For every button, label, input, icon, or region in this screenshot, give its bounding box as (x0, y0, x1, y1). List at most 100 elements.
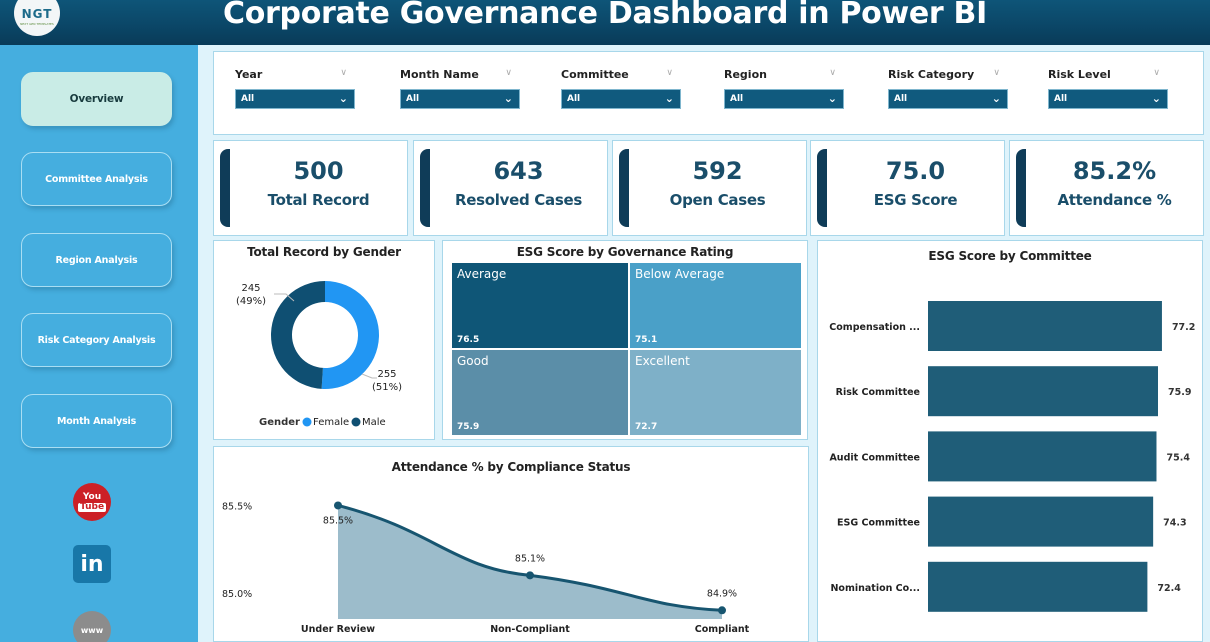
nav-region-analysis-button[interactable]: Region Analysis (21, 233, 172, 287)
kpi-value: 85.2% (1072, 157, 1157, 185)
treemap-cell-average[interactable]: Average 76.5 (452, 263, 628, 348)
kpi-value: 643 (493, 157, 544, 185)
nav-month-analysis-button[interactable]: Month Analysis (21, 394, 172, 448)
kpi-card-total-record: 500 Total Record (213, 140, 408, 236)
region-dropdown[interactable]: All ⌄ (724, 89, 844, 109)
logo-text: NGT (21, 6, 53, 21)
data-point[interactable] (526, 571, 534, 580)
treemap-cell-good[interactable]: Good 75.9 (452, 350, 628, 435)
x-axis-label: Compliant (695, 624, 750, 635)
kpi-accent-bar (817, 149, 827, 227)
bar-0[interactable] (928, 301, 1162, 351)
linkedin-icon[interactable]: in (73, 545, 111, 583)
dropdown-value: All (730, 94, 744, 104)
kpi-label: ESG Score (873, 191, 958, 209)
kpi-accent-bar (220, 149, 230, 227)
bar-4[interactable] (928, 561, 1148, 612)
slicer-label: Risk Category (888, 68, 975, 81)
treemap-cell-value: 76.5 (457, 335, 480, 345)
legend-label-female[interactable]: Female (313, 417, 349, 428)
legend-marker-female (302, 417, 312, 427)
nav-risk-category-analysis-button[interactable]: Risk Category Analysis (21, 313, 172, 367)
region-slicer: Region ∨ All ⌄ (724, 68, 844, 109)
chevron-down-icon[interactable]: ∨ (993, 68, 1000, 78)
website-globe-icon[interactable]: www (73, 611, 111, 642)
bar-3[interactable] (928, 496, 1154, 547)
slicer-label: Region (724, 68, 767, 81)
chevron-down-icon[interactable]: ∨ (340, 68, 347, 78)
dropdown-value: All (567, 94, 581, 104)
slicer-label: Risk Level (1048, 68, 1111, 81)
slicer-label: Year (235, 68, 263, 81)
dropdown-value: All (241, 94, 255, 104)
data-point[interactable] (718, 606, 726, 615)
treemap-cell-below-average[interactable]: Below Average 75.1 (630, 263, 801, 348)
esg-by-committee-bar-chart: Compensation ... 77.2 Risk Committee 75.9 Au… (829, 301, 1195, 612)
bar-1[interactable] (928, 366, 1158, 417)
donut-slice-male[interactable] (270, 281, 325, 389)
x-axis-label: Under Review (301, 624, 375, 635)
x-axis-label: Non-Compliant (490, 624, 570, 635)
kpi-accent-bar (420, 149, 430, 227)
y-axis-tick: 85.5% (222, 501, 252, 512)
chart-title: ESG Score by Committee (928, 249, 1092, 263)
slicer-label: Month Name (400, 68, 479, 81)
governance-rating-treemap-panel: ESG Score by Governance Rating Average 76… (442, 240, 808, 440)
treemap-cell-excellent[interactable]: Excellent 72.7 (630, 350, 801, 435)
committee-dropdown[interactable]: All ⌄ (561, 89, 681, 109)
chevron-down-icon: ⌄ (1151, 92, 1161, 105)
chevron-down-icon: ⌄ (503, 92, 513, 105)
chart-title: ESG Score by Governance Rating (516, 245, 734, 259)
kpi-card-open-cases: 592 Open Cases (612, 140, 807, 236)
gender-donut-chart: 245 (49%) 255 (51%) Gender Female Male (236, 281, 402, 428)
risk-category-dropdown[interactable]: All ⌄ (888, 89, 1008, 109)
chevron-down-icon[interactable]: ∨ (505, 68, 512, 78)
page-title: Corporate Governance Dashboard in Power … (223, 0, 987, 31)
youtube-icon[interactable]: You Tube (73, 483, 111, 521)
risk-category-slicer: Risk Category ∨ All ⌄ (888, 68, 1008, 109)
legend-marker-male (351, 417, 361, 427)
gender-donut-panel: Total Record by Gender 245 (49%) 255 (51… (213, 240, 435, 440)
kpi-accent-bar (1016, 149, 1026, 227)
month-name-slicer: Month Name ∨ All ⌄ (400, 68, 520, 109)
data-label: 85.5% (323, 515, 353, 526)
committee-slicer: Committee ∨ All ⌄ (561, 68, 681, 109)
kpi-accent-bar (619, 149, 629, 227)
chevron-down-icon[interactable]: ∨ (666, 68, 673, 78)
category-label: ESG Committee (837, 518, 920, 529)
month-name-dropdown[interactable]: All ⌄ (400, 89, 520, 109)
treemap-cell-label: Below Average (635, 267, 725, 281)
donut-slice-female[interactable] (321, 281, 379, 389)
kpi-label: Attendance % (1057, 191, 1172, 209)
nav-overview-button[interactable]: Overview (21, 72, 172, 126)
data-point[interactable] (334, 501, 342, 510)
youtube-text-tube: Tube (77, 501, 107, 512)
treemap-cell-label: Excellent (635, 354, 690, 368)
chevron-down-icon[interactable]: ∨ (1153, 68, 1160, 78)
chevron-down-icon: ⌄ (991, 92, 1001, 105)
dropdown-value: All (406, 94, 420, 104)
bar-2[interactable] (928, 431, 1157, 482)
legend-label-male[interactable]: Male (362, 417, 386, 428)
year-dropdown[interactable]: All ⌄ (235, 89, 355, 109)
chevron-down-icon: ⌄ (664, 92, 674, 105)
youtube-text-you: You (82, 491, 102, 502)
kpi-label: Open Cases (669, 191, 766, 209)
nav-committee-analysis-button[interactable]: Committee Analysis (21, 152, 172, 206)
category-label: Compensation ... (829, 322, 920, 333)
data-label-female-value: 255 (377, 369, 396, 380)
data-label: 75.4 (1166, 452, 1190, 463)
treemap-cell-value: 75.1 (635, 335, 658, 345)
chevron-down-icon[interactable]: ∨ (829, 68, 836, 78)
legend-title: Gender (259, 417, 300, 428)
slicer-label: Committee (561, 68, 629, 81)
data-label-male-value: 245 (241, 283, 260, 294)
data-label-female-percent: (51%) (372, 382, 402, 393)
risk-level-dropdown[interactable]: All ⌄ (1048, 89, 1168, 109)
treemap-cell-label: Average (457, 267, 507, 281)
data-label: 72.4 (1157, 583, 1181, 594)
company-logo: NGT NEXT GEN TEMPLATES (14, 0, 60, 36)
kpi-card-resolved-cases: 643 Resolved Cases (413, 140, 608, 236)
data-label: 85.1% (515, 553, 545, 564)
kpi-value: 592 (692, 157, 743, 185)
